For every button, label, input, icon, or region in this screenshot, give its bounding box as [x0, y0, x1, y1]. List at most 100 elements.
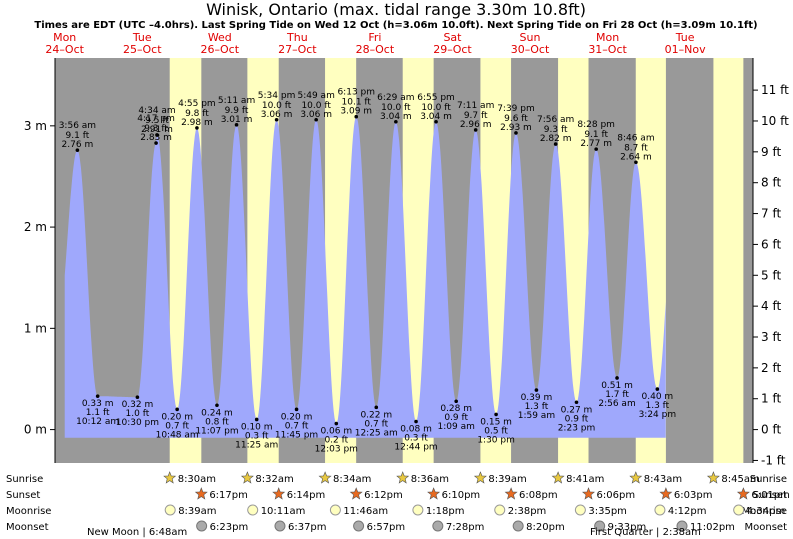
tide-point [473, 128, 478, 132]
tide-ft-label: 0.2 ft [324, 436, 348, 446]
tide-m-label: 0.39 m [521, 393, 553, 403]
moonset-icon [676, 520, 688, 532]
right-tick-label: 2 ft [761, 361, 781, 375]
day-name: Tue [132, 31, 152, 44]
tide-ft-label: 9.5 ft [145, 116, 169, 126]
sunrise-icon [706, 471, 720, 484]
tide-ft-label: 0.3 ft [245, 431, 269, 441]
left-tick-label: 3 m [24, 119, 47, 133]
tide-point [374, 405, 379, 410]
moonset-time: 6:57pm [367, 522, 406, 533]
tide-m-label: 3.04 m [380, 112, 412, 122]
tide-m-label: 3.06 m [300, 110, 332, 120]
day-name: Mon [596, 31, 619, 44]
tide-time-label: 10:12 am [76, 417, 119, 427]
day-date: 26–Oct [201, 43, 240, 56]
day-name: Thu [286, 31, 308, 44]
tide-time-label: 12:44 pm [394, 442, 437, 452]
left-tick-label: 1 m [24, 321, 47, 335]
day-name: Tue [675, 31, 695, 44]
tide-m-label: 0.27 m [561, 405, 593, 415]
day-date: 31–Oct [588, 43, 627, 56]
right-tick-label: 1 ft [761, 392, 781, 406]
tide-ft-label: 1.7 ft [605, 390, 629, 400]
right-tick-label: 0 ft [761, 423, 781, 437]
tide-point [334, 421, 339, 426]
tide-m-label: 0.32 m [122, 400, 154, 410]
moonset-icon [274, 520, 286, 532]
day-date: 30–Oct [511, 43, 550, 56]
tide-ft-label: 9.3 ft [544, 125, 568, 135]
tide-m-label: 0.15 m [480, 417, 512, 427]
moonset-icon [512, 520, 524, 532]
moonrise-icon [247, 504, 259, 516]
tide-point [274, 117, 279, 122]
right-tick-label: 7 ft [761, 207, 781, 221]
moonrise-icon [329, 504, 341, 516]
tide-point [155, 133, 159, 137]
moonrise-time: 1:18pm [426, 506, 465, 517]
tide-m-label: 0.33 m [82, 399, 114, 409]
tide-point [634, 160, 638, 165]
moonrise-time: 2:38pm [508, 506, 547, 517]
tide-time-label: 7:11 am [457, 101, 494, 111]
sunrise-time: 8:43am [644, 474, 682, 485]
day-date: 25–Oct [123, 43, 162, 56]
astro-rows: Sunrise Sunrise Sunset Sunset Moonrise Moonri… [6, 471, 790, 538]
sunrise-row-label-left: Sunrise [6, 474, 43, 485]
sunrise-time: 8:45am [721, 474, 759, 485]
tide-time-label: 7:39 pm [497, 104, 535, 114]
tide-point [195, 126, 199, 130]
tide-point [135, 395, 140, 399]
tide-m-label: 2.77 m [580, 139, 612, 149]
sunset-icon [349, 487, 363, 500]
tide-ft-label: 8.7 ft [624, 143, 648, 153]
tide-time-label: 6:13 pm [337, 88, 375, 98]
sunset-time: 6:01pm [751, 490, 790, 501]
tide-time-label: 4:34 am [138, 106, 175, 116]
sunset-row-label-right: Sunset [753, 490, 787, 501]
tide-m-label: 2.91 m [141, 125, 173, 135]
tide-point [394, 119, 398, 124]
right-tick-label: 5 ft [761, 268, 781, 282]
tide-m-label: 3.09 m [340, 107, 372, 117]
tide-time-label: 8:28 pm [577, 120, 615, 130]
moonset-icon [594, 520, 606, 532]
tide-point [434, 119, 438, 124]
moonrise-time: 4:34pm [747, 506, 786, 517]
tide-m-label: 0.10 m [241, 422, 273, 432]
tide-ft-label: 0.5 ft [484, 426, 508, 436]
tide-point [615, 376, 619, 380]
sunset-icon [736, 487, 750, 500]
sunset-time: 6:03pm [674, 490, 713, 501]
tide-time-label: 5:49 am [297, 91, 334, 101]
tide-time-label: 12:03 pm [315, 445, 358, 455]
tide-time-label: 1:09 am [438, 422, 475, 432]
moonset-time: 7:28pm [446, 522, 485, 533]
sunset-icon [659, 487, 673, 500]
tide-m-label: 2.98 m [181, 118, 213, 128]
sunrise-time: 8:39am [488, 474, 526, 485]
tide-m-label: 3.06 m [261, 110, 293, 120]
moonrise-icon [733, 504, 745, 516]
tide-point [534, 388, 539, 392]
tide-point [655, 387, 660, 391]
sunset-icon [194, 487, 208, 500]
tide-m-label: 2.83 m [140, 133, 172, 143]
tide-ft-label: 0.9 ft [444, 413, 468, 423]
moonrise-time: 4:12pm [668, 506, 707, 517]
moonset-icon [353, 520, 365, 532]
day-labels: Mon24–OctTue25–OctWed26–OctThu27–OctFri2… [45, 31, 706, 56]
tide-m-label: 2.93 m [500, 123, 532, 133]
tide-ft-label: 0.8 ft [205, 417, 229, 427]
day-name: Wed [208, 31, 232, 44]
tide-point [594, 147, 598, 151]
tide-ft-label: 1.0 ft [126, 409, 150, 419]
tide-point [215, 403, 219, 408]
tide-time-label: 3:56 am [59, 121, 96, 131]
tide-m-label: 0.22 m [360, 410, 392, 420]
sunrise-icon [318, 471, 332, 484]
moonrise-time: 11:46am [343, 506, 388, 517]
day-date: 27–Oct [278, 43, 317, 56]
